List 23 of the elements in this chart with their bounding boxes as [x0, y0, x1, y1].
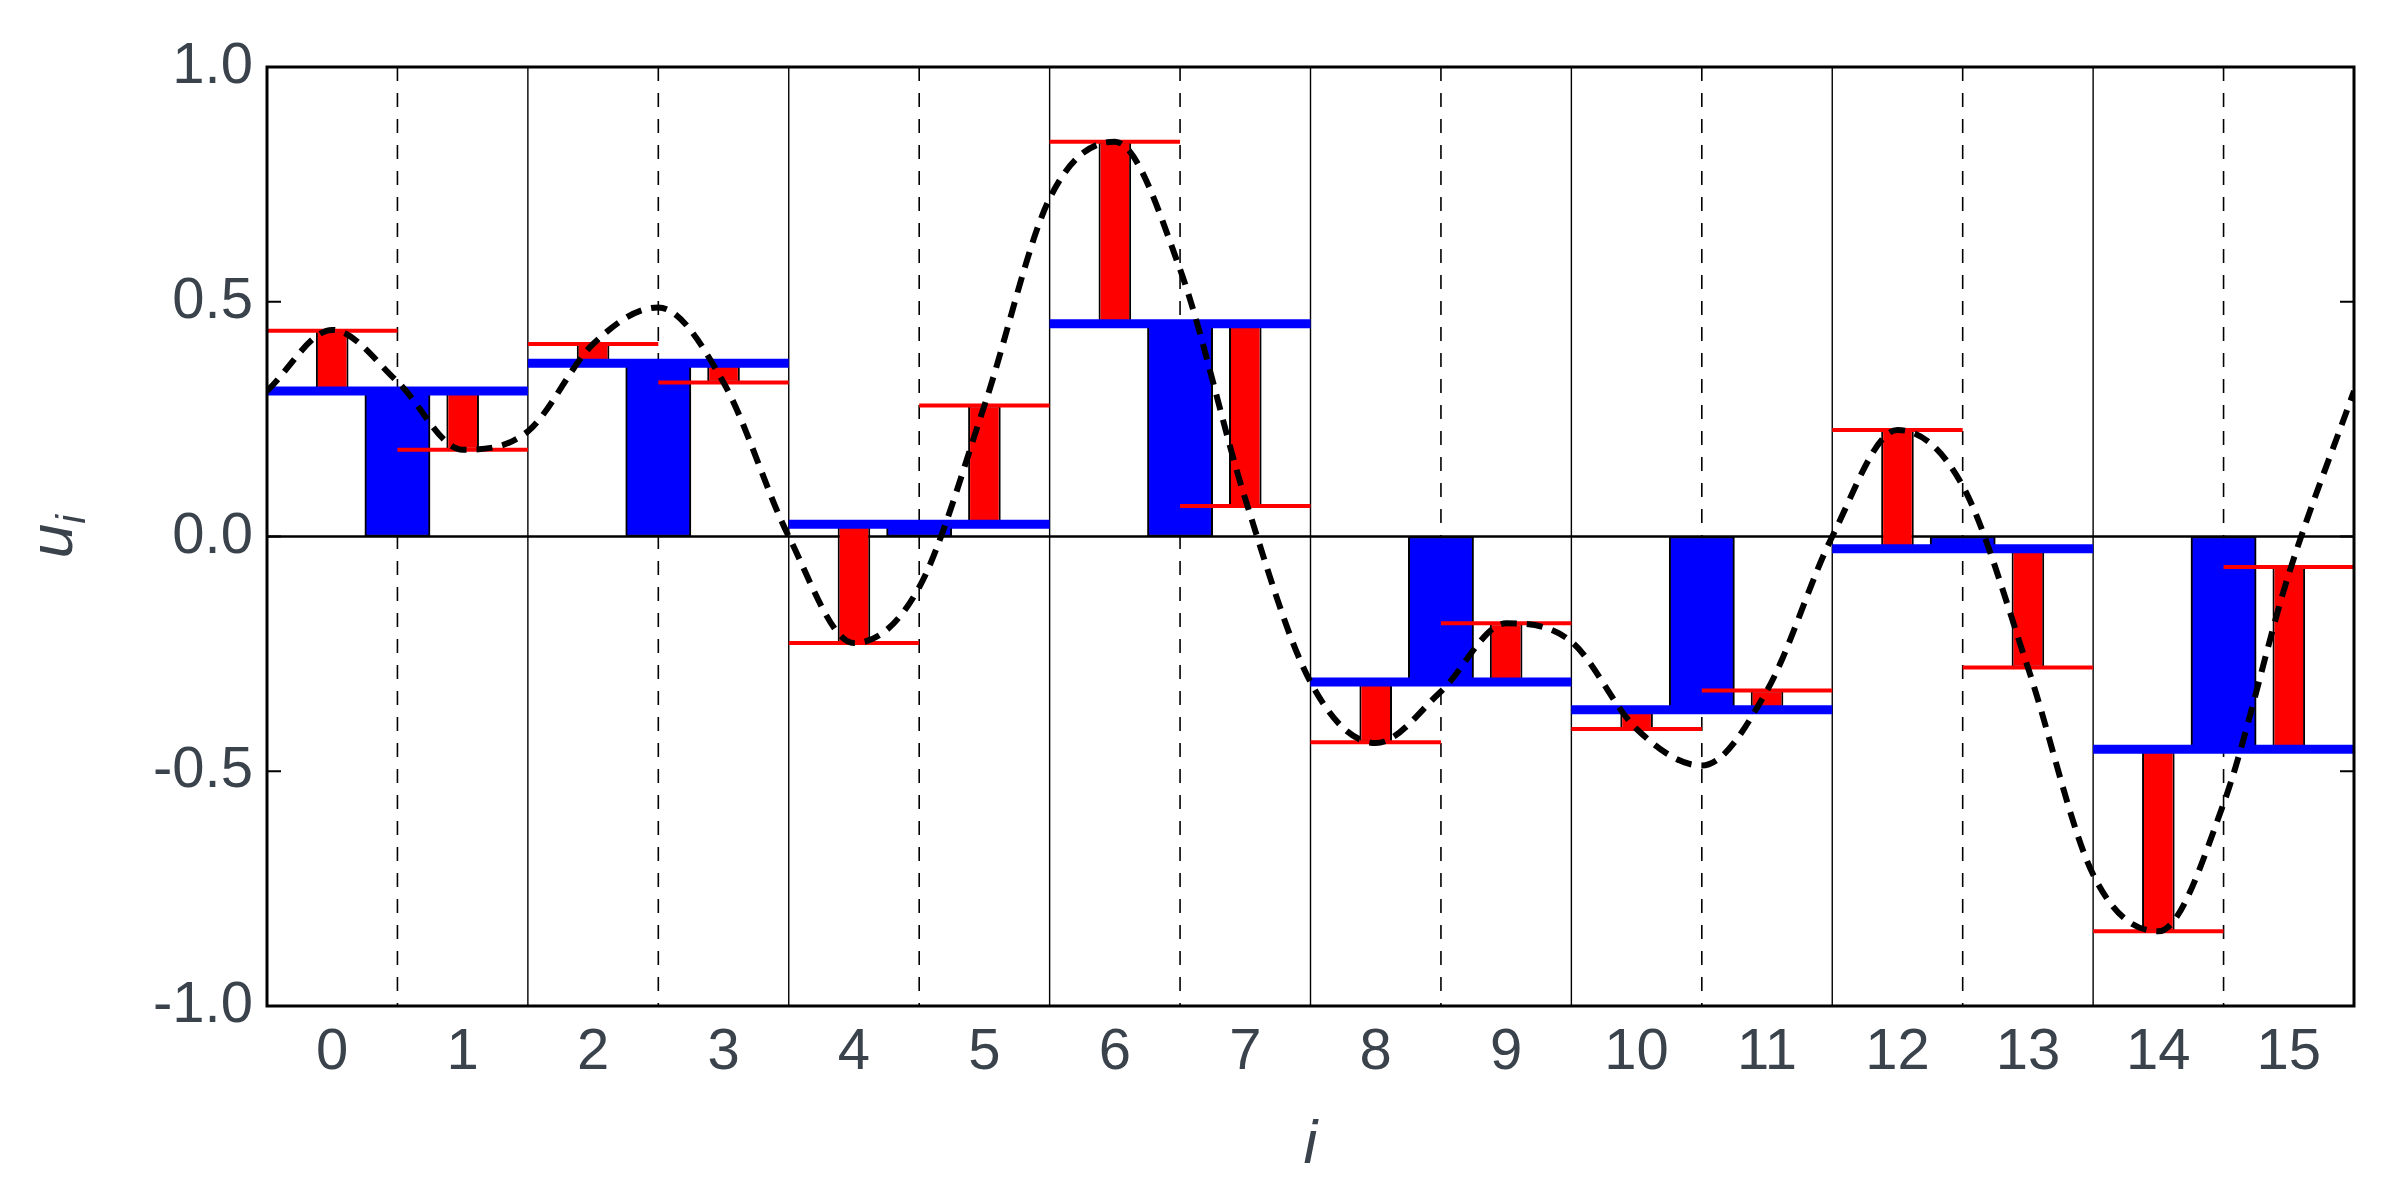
x-tick-label: 9 [1490, 1015, 1523, 1081]
x-tick-label: 3 [707, 1015, 740, 1081]
x-tick-label: 11 [1736, 1015, 1798, 1081]
y-tick-label: -1.0 [153, 969, 253, 1034]
y-tick-label: 0.5 [172, 264, 253, 330]
y-tick-label: 0.0 [172, 499, 253, 565]
x-tick-label: 13 [1995, 1015, 2061, 1081]
x-tick-label: 5 [968, 1015, 1001, 1081]
x-tick-label: 10 [1604, 1015, 1669, 1081]
x-tick-label: 4 [837, 1015, 871, 1081]
x-tick-label: 6 [1098, 1015, 1131, 1081]
y-axis-title: ui [16, 513, 93, 559]
y-tick-label: -0.5 [153, 734, 253, 800]
x-tick-label: 8 [1359, 1015, 1392, 1081]
x-tick-label: 12 [1865, 1015, 1930, 1081]
x-tick-label: 0 [316, 1015, 349, 1081]
x-tick-label: 7 [1229, 1015, 1262, 1081]
x-tick-label: 15 [2256, 1015, 2322, 1081]
x-tick-label: 2 [576, 1015, 610, 1081]
x-tick-label: 1 [446, 1015, 479, 1081]
y-tick-label: 1.0 [172, 30, 253, 95]
x-tick-label: 14 [2126, 1015, 2191, 1081]
x-axis-title: i [1303, 1107, 1320, 1177]
